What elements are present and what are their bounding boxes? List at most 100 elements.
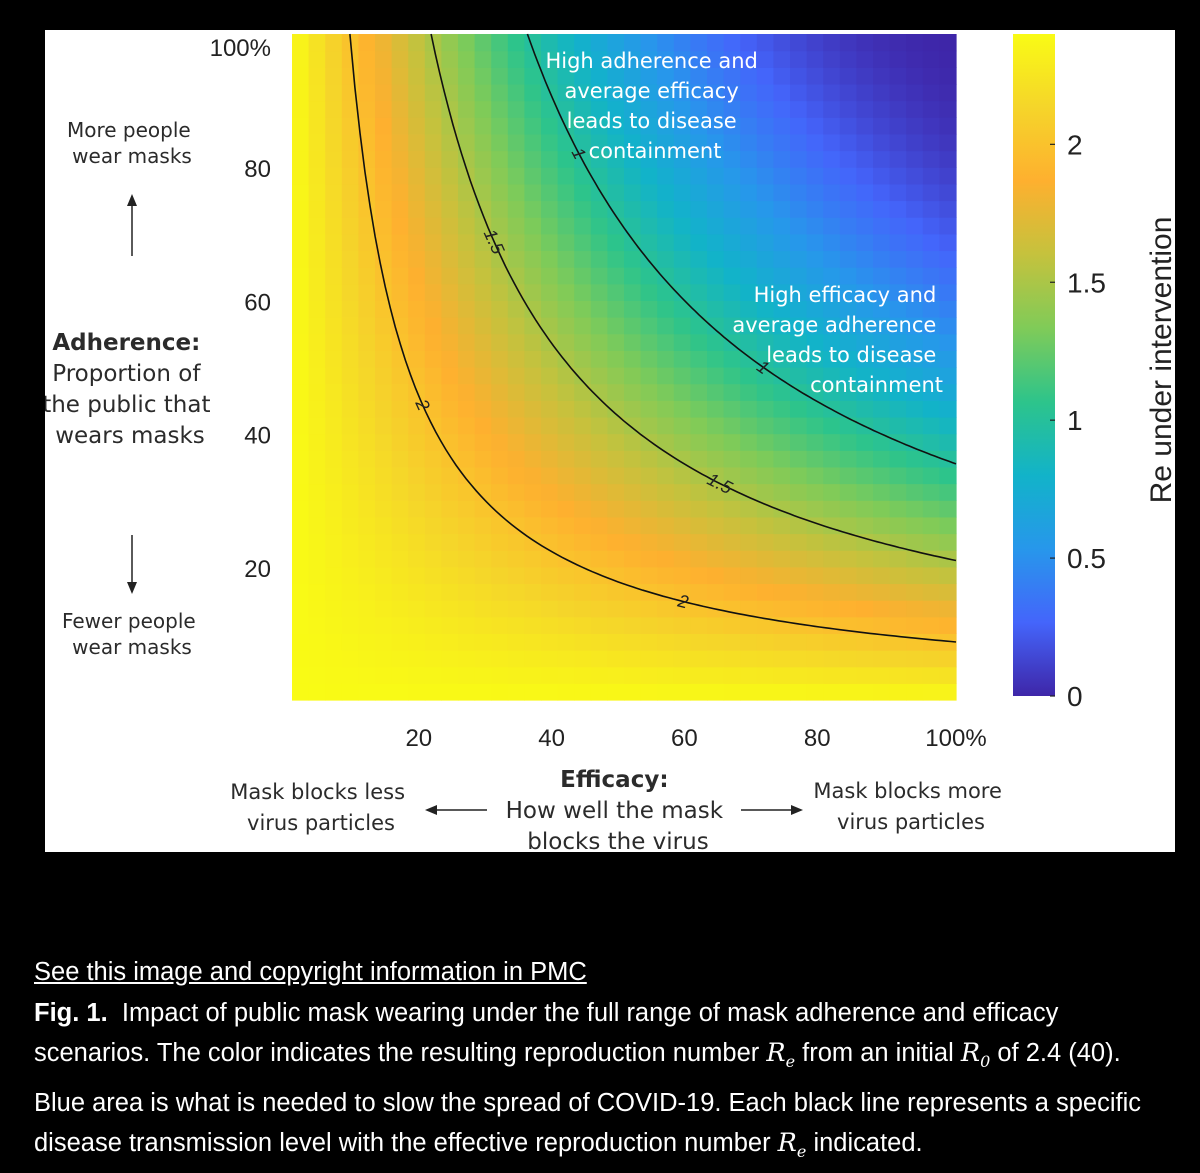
heatmap-cell <box>491 367 509 385</box>
heatmap-cell <box>375 633 393 651</box>
heatmap-cell <box>491 300 509 318</box>
heatmap-cell <box>590 233 608 252</box>
heatmap-cell <box>707 367 725 385</box>
heatmap-cell <box>292 50 310 68</box>
heatmap-cell <box>723 150 741 168</box>
math-re-2: Re <box>777 1128 807 1162</box>
heatmap-cell <box>557 416 575 435</box>
heatmap-cell <box>640 500 658 518</box>
heatmap-cell <box>690 317 708 335</box>
heatmap-cell <box>607 450 625 468</box>
heatmap-cell <box>375 466 393 485</box>
heatmap-cell <box>906 516 924 535</box>
heatmap-cell <box>441 200 459 218</box>
heatmap-cell <box>889 50 907 68</box>
heatmap-cell <box>541 350 559 368</box>
heatmap-cell <box>939 133 957 152</box>
heatmap-cell <box>657 550 675 568</box>
heatmap-cell <box>690 150 708 168</box>
heatmap-cell <box>723 550 741 568</box>
heatmap-cell <box>839 683 857 701</box>
heatmap-cell <box>292 500 310 518</box>
heatmap-cell <box>557 217 575 235</box>
heatmap-cell <box>574 117 592 135</box>
heatmap-cell <box>292 600 310 618</box>
heatmap-cell <box>507 167 525 185</box>
heatmap-cell <box>458 233 476 252</box>
heatmap-cell <box>541 500 559 518</box>
heatmap-cell <box>889 550 907 568</box>
heatmap-cell <box>474 50 492 68</box>
heatmap-cell <box>574 633 592 651</box>
heatmap-cell <box>524 600 542 618</box>
heatmap-cell <box>690 516 708 535</box>
heatmap-cell <box>391 550 409 568</box>
heatmap-cell <box>325 183 343 202</box>
heatmap-cell <box>740 683 758 701</box>
heatmap-cell <box>790 666 808 684</box>
heatmap-cell <box>856 633 874 651</box>
heatmap-cell <box>607 167 625 185</box>
heatmap-cell <box>391 666 409 684</box>
heatmap-cell <box>756 450 774 468</box>
heatmap-cell <box>308 516 326 535</box>
heatmap-cell <box>325 367 343 385</box>
heatmap-cell <box>424 466 442 485</box>
heatmap-cell <box>839 466 857 485</box>
heatmap-cell <box>574 583 592 601</box>
heatmap-cell <box>806 367 824 385</box>
heatmap-cell <box>839 50 857 68</box>
heatmap-cell <box>341 683 359 701</box>
heatmap-cell <box>507 67 525 85</box>
heatmap-cell <box>756 500 774 518</box>
figure-panel: 2 2 1.5 1.5 1 1 High adherence and average ef… <box>45 30 1175 852</box>
heatmap-cell <box>939 250 957 268</box>
heatmap-cell <box>325 500 343 518</box>
heatmap-cell <box>657 666 675 684</box>
heatmap-cell <box>325 550 343 568</box>
heatmap-cell <box>790 233 808 252</box>
heatmap-cell <box>325 466 343 485</box>
heatmap-cell <box>690 566 708 585</box>
heatmap-cell <box>358 283 376 301</box>
heatmap-cell <box>839 67 857 85</box>
down-arrow-icon <box>127 535 137 594</box>
pmc-link[interactable]: See this image and copyright information… <box>34 958 587 986</box>
heatmap-cell <box>541 400 559 418</box>
heatmap-cell <box>590 350 608 368</box>
heatmap-cell <box>690 67 708 85</box>
heatmap-cell <box>657 150 675 168</box>
heatmap-cell <box>839 300 857 318</box>
heatmap-cell <box>474 450 492 468</box>
heatmap-cell <box>922 433 940 451</box>
heatmap-cell <box>673 117 691 135</box>
heatmap-cell <box>391 183 409 202</box>
heatmap-cell <box>424 600 442 618</box>
heatmap-cell <box>308 633 326 651</box>
heatmap-cell <box>756 183 774 202</box>
heatmap-cell <box>756 100 774 118</box>
heatmap-cell <box>922 333 940 351</box>
heatmap-cell <box>773 466 791 485</box>
heatmap-cell <box>292 583 310 601</box>
heatmap-cell <box>756 350 774 368</box>
heatmap-cell <box>590 283 608 301</box>
heatmap-cell <box>507 616 525 634</box>
heatmap-cell <box>856 267 874 285</box>
heatmap-cell <box>756 67 774 85</box>
heatmap-cell <box>574 483 592 501</box>
heatmap-cell <box>491 167 509 185</box>
heatmap-cell <box>906 117 924 135</box>
heatmap-cell <box>375 533 393 551</box>
heatmap-cell <box>657 367 675 385</box>
heatmap-cell <box>939 650 957 668</box>
heatmap-cell <box>557 50 575 68</box>
heatmap-cell <box>557 450 575 468</box>
heatmap-cell <box>491 133 509 152</box>
heatmap-cell <box>690 83 708 102</box>
heatmap-cell <box>640 317 658 335</box>
heatmap-cell <box>308 466 326 485</box>
heatmap-cell <box>491 333 509 351</box>
heatmap-cell <box>856 466 874 485</box>
heatmap-cell <box>491 466 509 485</box>
